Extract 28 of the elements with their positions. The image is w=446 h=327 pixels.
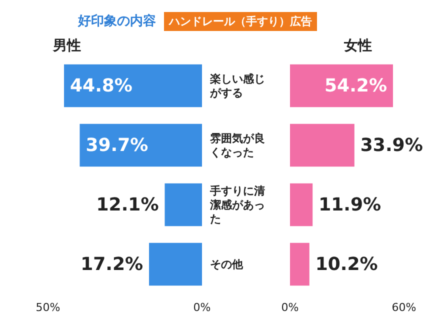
data-label: 44.8% (70, 75, 132, 96)
y-tick-label: 楽しい感じがする (209, 72, 265, 100)
text: 好印象の内容 (78, 12, 156, 30)
bar (290, 242, 310, 286)
data-label: 11.9% (318, 194, 382, 216)
bar (149, 242, 202, 286)
x-tick-label: 60% (392, 301, 416, 314)
y-tick-label: 雰囲気が良くなった (210, 132, 265, 159)
x-tick-label: 50% (36, 301, 60, 314)
data-label: 39.7% (86, 134, 148, 156)
bar (290, 64, 393, 108)
bar (80, 124, 202, 167)
chart-title: 女性 (343, 38, 372, 54)
y-tick-label: 手すりに清潔感があった (209, 184, 265, 226)
data-label: 12.1% (96, 194, 159, 216)
bar (64, 64, 202, 108)
chart-title: 男性 (52, 38, 81, 54)
data-label: 17.2% (80, 254, 144, 275)
bar (164, 183, 202, 226)
data-label: 33.9% (360, 134, 423, 156)
data-label: 10.2% (315, 254, 378, 275)
x-tick-label: 0% (193, 301, 211, 314)
x-tick-label: 0% (281, 301, 299, 314)
text: ハンドレール（手すり）広告 (164, 12, 317, 30)
bar (290, 183, 313, 226)
bar (290, 124, 354, 167)
data-label: 54.2% (324, 75, 387, 96)
y-tick-label: その他 (210, 258, 244, 271)
